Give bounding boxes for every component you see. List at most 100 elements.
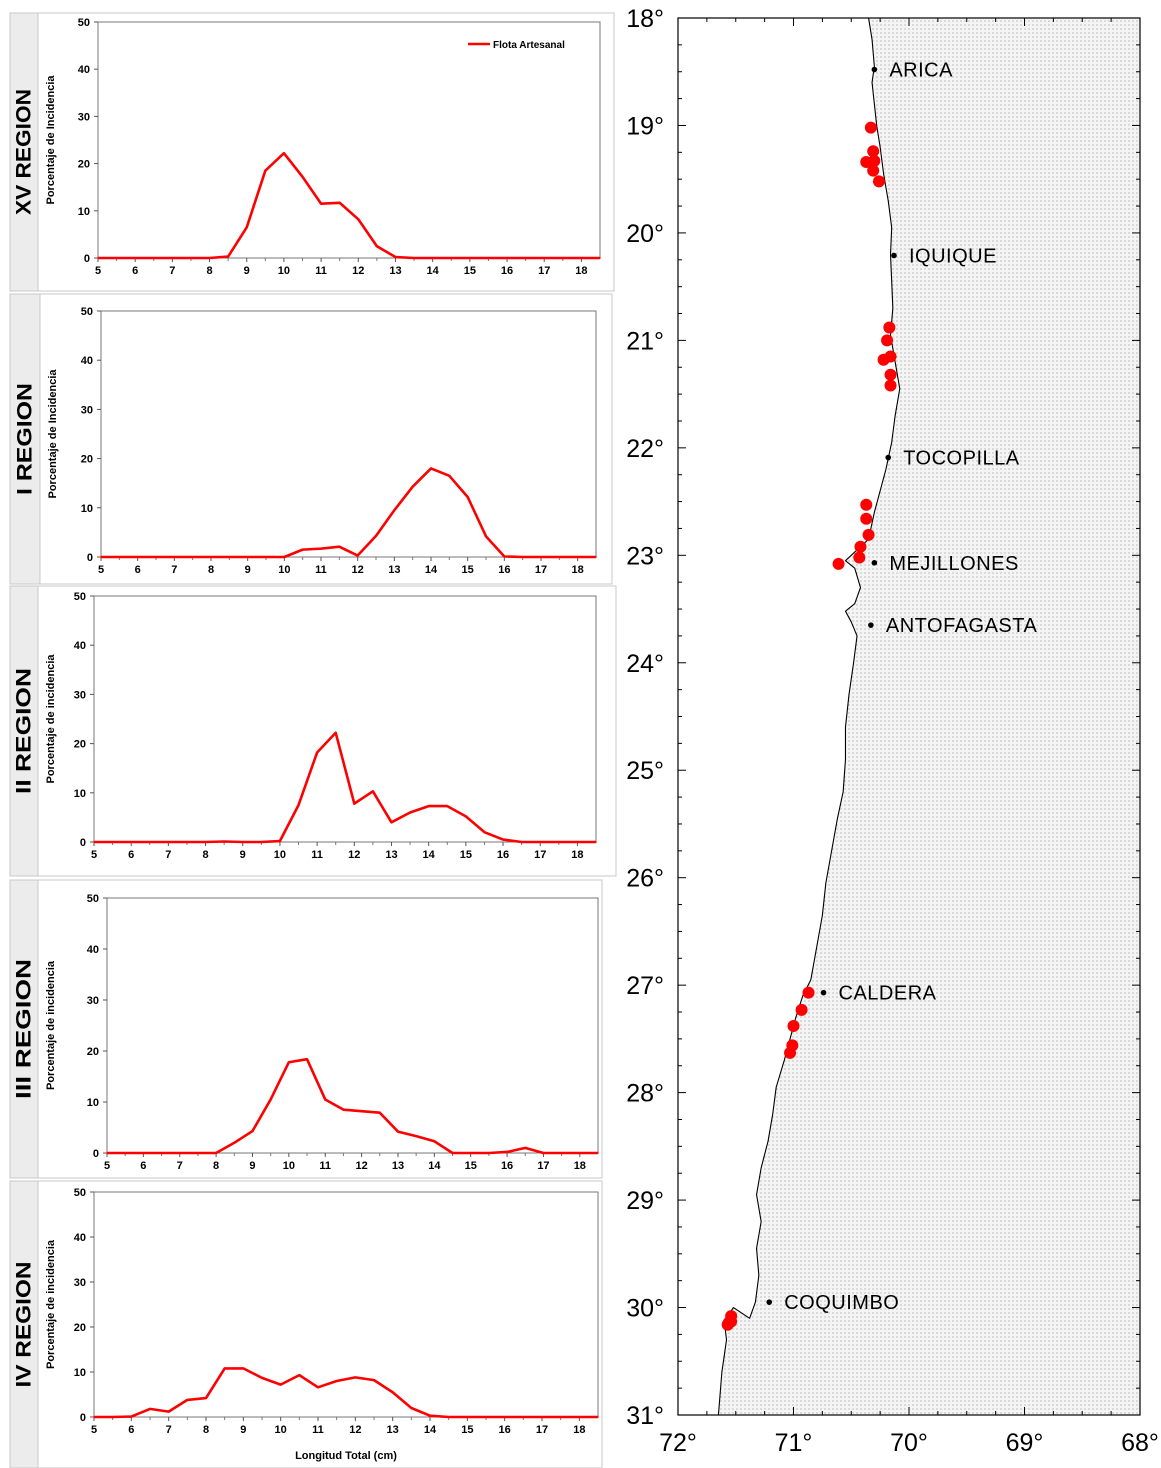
city-marker — [891, 252, 897, 259]
data-point — [306, 1058, 308, 1060]
city-marker — [766, 1299, 773, 1305]
x-tick-label: 5 — [91, 849, 97, 861]
x-tick-label: 17 — [535, 564, 547, 576]
data-point — [288, 1061, 290, 1064]
data-point — [503, 1416, 506, 1418]
data-point — [260, 841, 263, 843]
y-tick-label: 40 — [74, 640, 86, 652]
x-tick-label: 17 — [536, 1424, 548, 1436]
data-point — [485, 535, 487, 538]
data-point — [397, 1130, 399, 1133]
city-marker — [868, 622, 874, 628]
data-point — [393, 509, 396, 512]
sampling-point — [860, 155, 873, 168]
lat-tick-label: 31° — [626, 1402, 664, 1430]
data-point — [111, 841, 114, 843]
data-point — [448, 475, 451, 477]
chart-panel-3: II REGION 0 10 20 30 40 50 5 6 7 8 9 10 11 12 13 14 15 16 1… — [9, 585, 617, 877]
data-point — [223, 1367, 226, 1370]
x-tick-label: 8 — [206, 265, 212, 277]
data-point — [409, 811, 411, 814]
y-axis-label: Porcentaje de incidencia — [45, 960, 57, 1090]
y-tick-label: 10 — [74, 788, 86, 800]
data-point — [130, 1415, 133, 1418]
lat-tick-label: 29° — [626, 1187, 664, 1215]
x-tick-label: 10 — [274, 849, 286, 861]
x-tick-label: 14 — [425, 564, 438, 576]
data-point — [465, 815, 467, 818]
x-tick-label: 18 — [572, 564, 584, 576]
coastline — [717, 17, 901, 1416]
lon-tick-label: 72° — [659, 1429, 697, 1457]
sampling-point — [860, 512, 873, 525]
data-point — [415, 1135, 417, 1137]
x-tick-label: 12 — [352, 265, 364, 277]
x-tick-label: 18 — [574, 1160, 586, 1172]
data-point — [353, 802, 356, 805]
data-point — [410, 1407, 413, 1409]
data-point — [542, 1152, 545, 1154]
data-point — [451, 1152, 454, 1154]
data-point — [298, 1374, 301, 1376]
x-tick-label: 17 — [538, 265, 550, 277]
x-tick-label: 7 — [171, 564, 177, 576]
data-point — [450, 257, 453, 259]
chart-panel-5: IV REGION 0 10 20 30 40 50 5 6 7 8 9 10 11 12 13 14 15 16 1… — [9, 1180, 603, 1468]
data-point — [301, 176, 304, 178]
data-point — [595, 556, 597, 558]
lat-tick-label: 26° — [626, 865, 664, 893]
x-tick-label: 14 — [424, 1424, 437, 1436]
x-tick-label: 17 — [534, 849, 546, 861]
x-tick-label: 11 — [315, 265, 327, 277]
data-point — [317, 1386, 319, 1389]
data-point — [251, 1130, 254, 1132]
y-tick-label: 20 — [87, 1046, 99, 1058]
chart-panel-1: XV REGION 0 10 20 30 40 50 5 6 7 8 9 10 11 12 13 14 15 16 1… — [9, 12, 615, 292]
data-point — [376, 245, 378, 247]
sampling-point — [884, 368, 897, 381]
x-tick-label: 12 — [349, 1424, 361, 1436]
y-tick-label: 0 — [84, 253, 90, 265]
data-point — [269, 1098, 272, 1101]
data-point — [324, 1098, 327, 1101]
data-point — [342, 1108, 345, 1111]
city-marker — [871, 560, 878, 566]
y-tick-label: 30 — [87, 995, 99, 1007]
region-label: XV REGION — [13, 89, 36, 215]
data-point — [469, 1152, 472, 1154]
x-tick-label: 7 — [177, 1160, 183, 1172]
data-point — [261, 1377, 263, 1379]
data-point — [118, 556, 121, 558]
sampling-point — [725, 1315, 738, 1328]
data-point — [338, 201, 341, 204]
x-tick-label: 13 — [392, 1160, 404, 1172]
x-tick-label: 11 — [319, 1160, 331, 1172]
city-label: TOCOPILLA — [903, 448, 1020, 470]
data-point — [558, 556, 561, 558]
data-point — [447, 1416, 450, 1418]
city-marker — [871, 66, 878, 73]
data-point — [233, 1142, 236, 1144]
x-tick-label: 13 — [385, 849, 397, 861]
x-tick-label: 13 — [388, 564, 400, 576]
data-point — [522, 1416, 525, 1418]
data-point — [245, 226, 248, 229]
city-label: IQUIQUE — [909, 245, 997, 267]
data-point — [539, 841, 542, 843]
data-point — [503, 555, 506, 558]
lon-tick-label: 69° — [1006, 1429, 1044, 1457]
series-line — [101, 467, 596, 559]
data-point — [520, 841, 523, 843]
data-point — [301, 548, 304, 551]
x-tick-label: 6 — [128, 849, 134, 861]
y-tick-label: 50 — [74, 591, 86, 603]
data-point — [466, 496, 469, 498]
data-point — [506, 257, 508, 259]
y-tick-label: 20 — [74, 1322, 86, 1334]
x-tick-label: 16 — [497, 849, 509, 861]
data-point — [560, 1152, 563, 1154]
data-point — [411, 485, 414, 488]
data-point — [580, 257, 583, 259]
data-point — [357, 218, 360, 221]
y-tick-label: 30 — [78, 111, 90, 123]
